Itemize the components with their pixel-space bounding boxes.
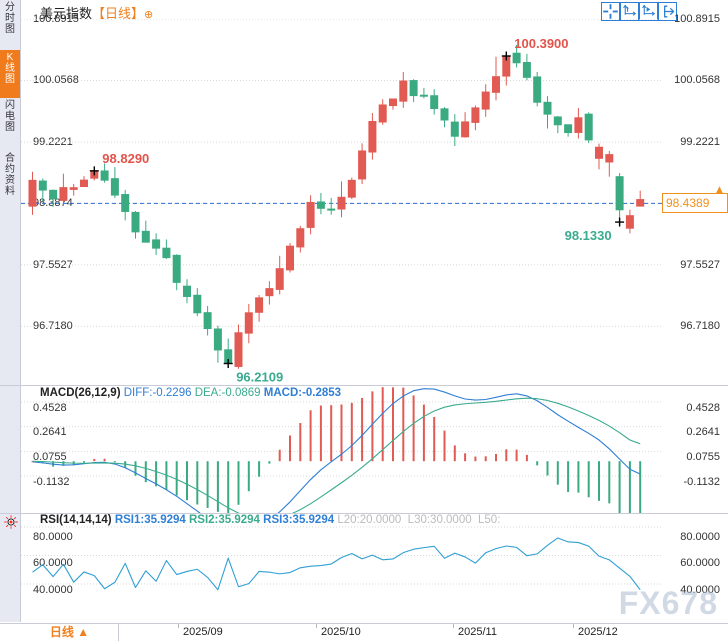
- svg-text:98.1330: 98.1330: [565, 228, 612, 243]
- svg-text:100.3900: 100.3900: [514, 36, 568, 51]
- svg-text:96.2109: 96.2109: [236, 370, 283, 385]
- svg-text:98.8290: 98.8290: [102, 151, 149, 166]
